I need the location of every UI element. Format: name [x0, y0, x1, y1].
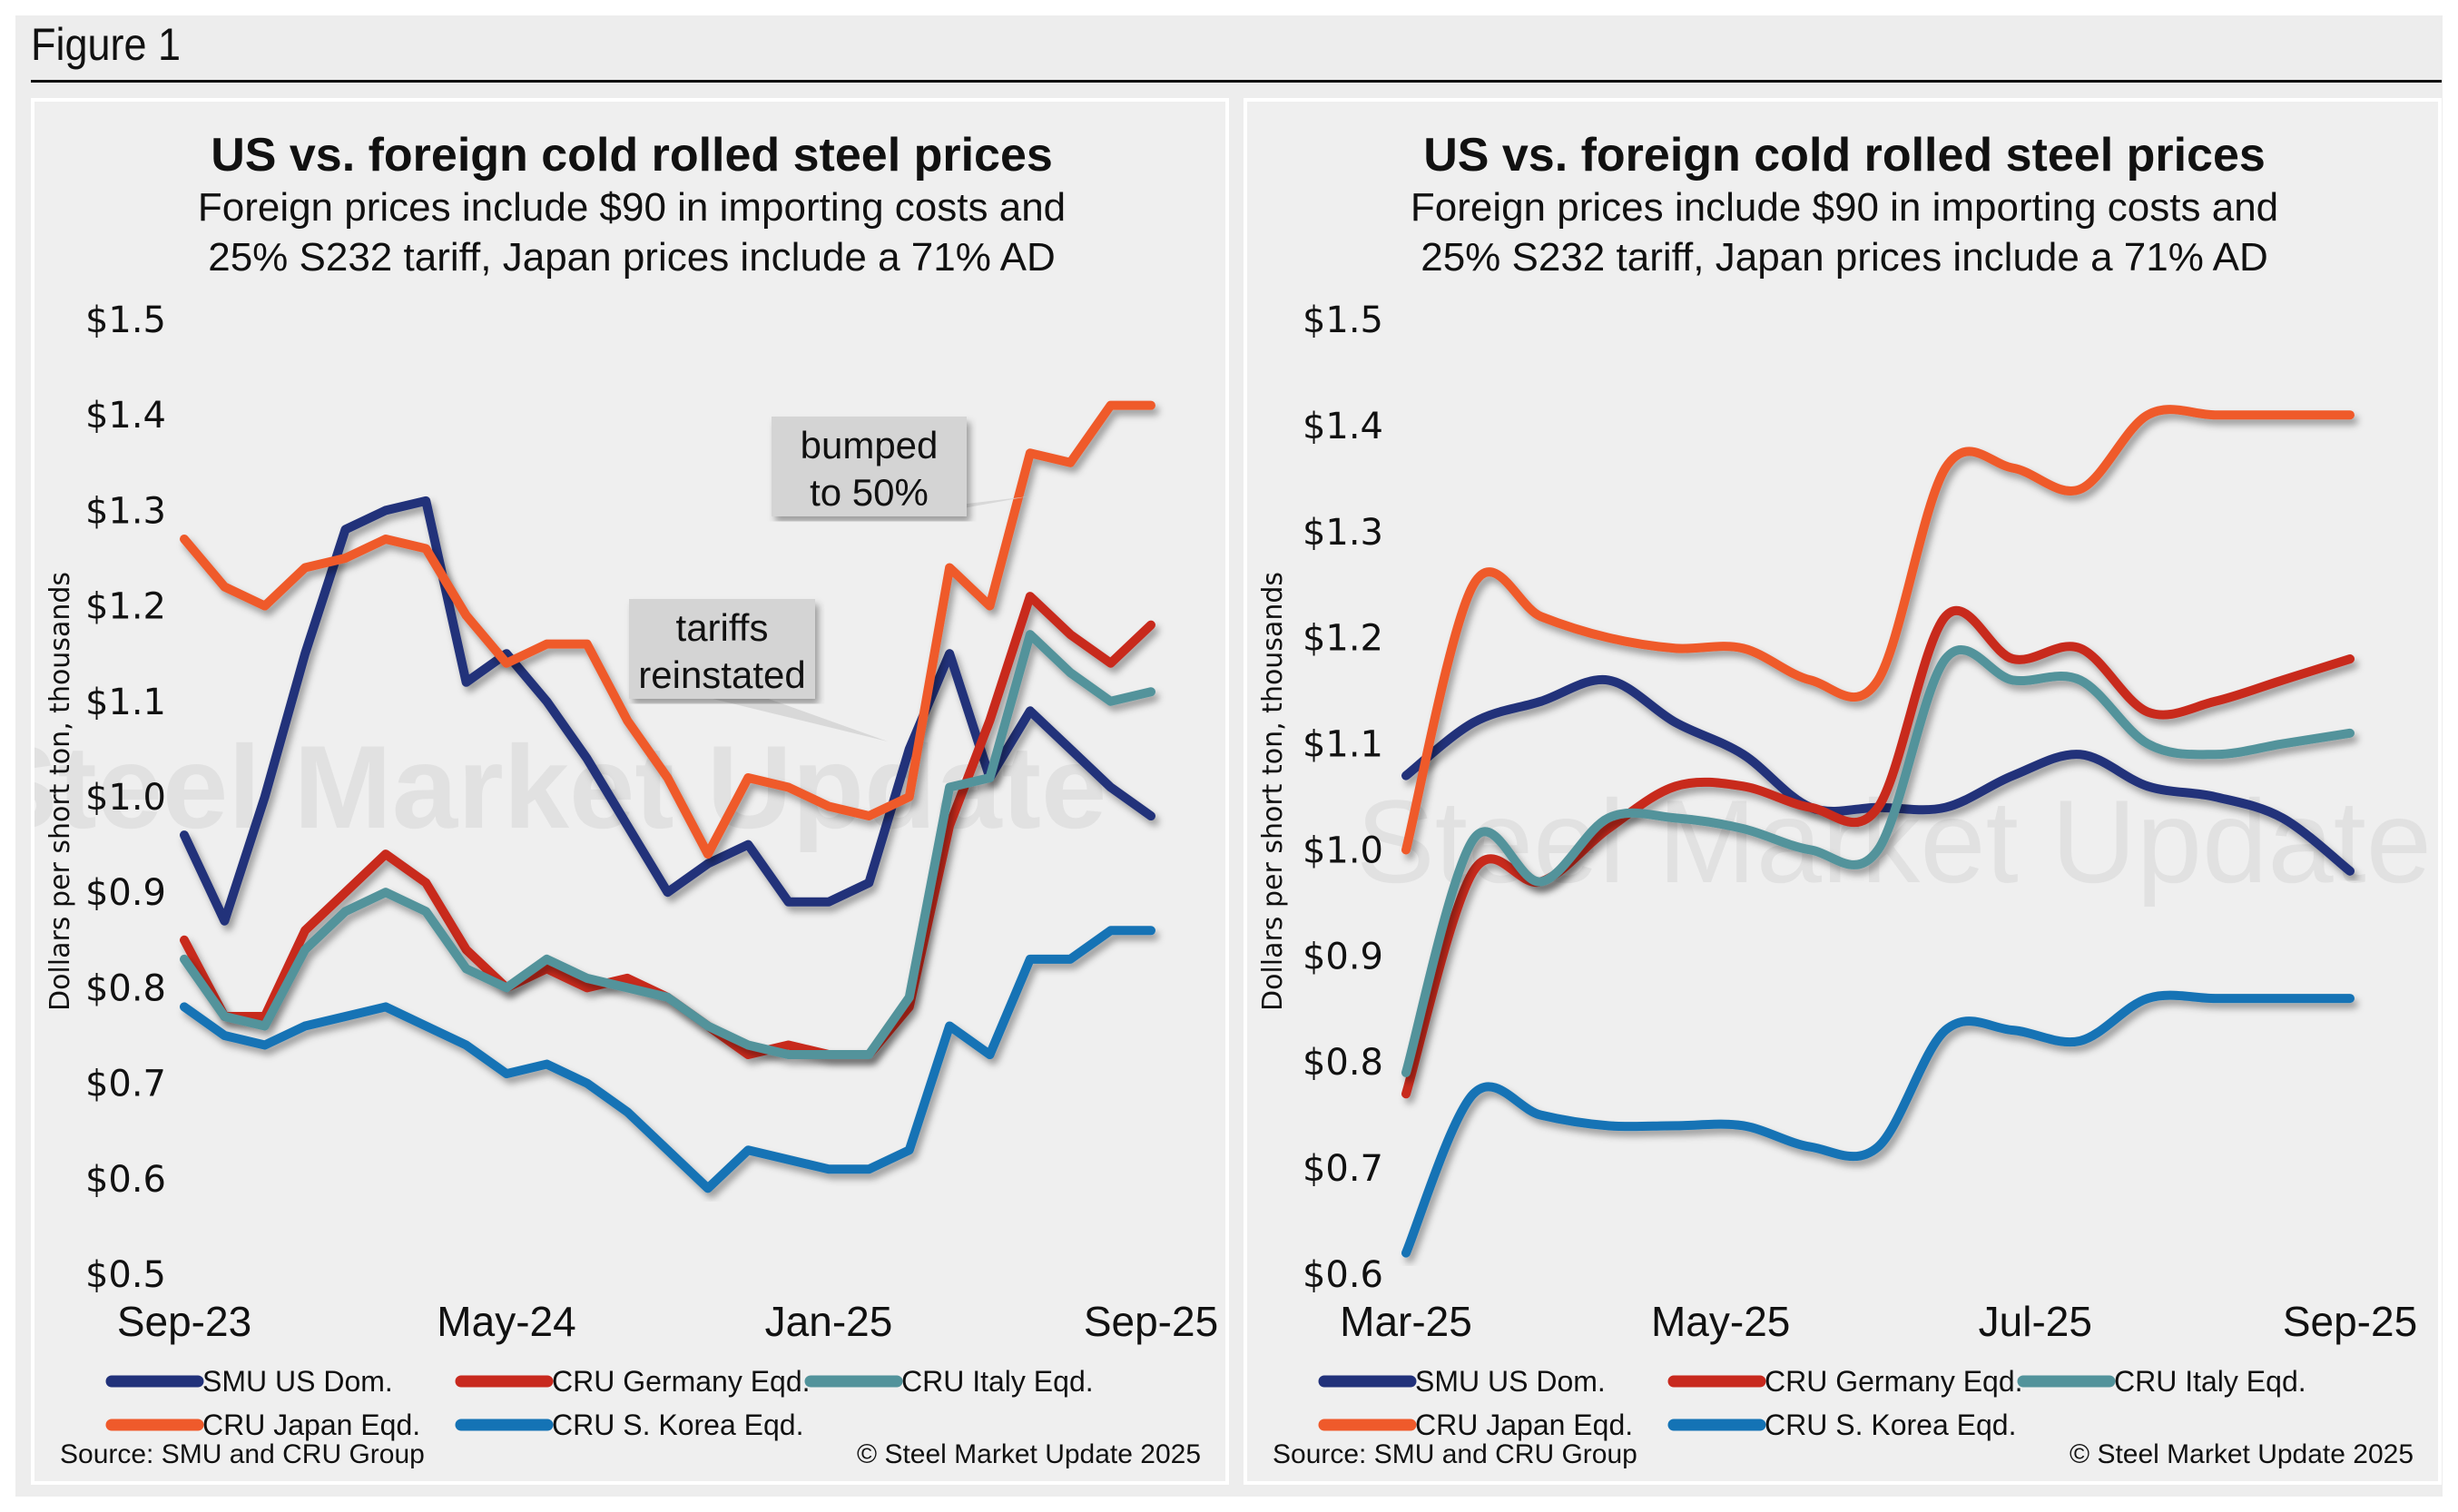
- y-tick-label: $1.5: [1303, 299, 1383, 341]
- callout-text: reinstated: [638, 653, 805, 696]
- chart-subtitle-line-2: 25% S232 tariff, Japan prices include a …: [1421, 235, 2268, 280]
- y-tick-label: $1.5: [85, 299, 166, 341]
- y-tick-label: $1.3: [85, 490, 166, 532]
- y-tick-label: $0.6: [1303, 1254, 1383, 1296]
- y-ticks: $1.5 $1.4 $1.3 $1.2 $1.1 $1.0 $0.9 $0.8 $0.7 $0.6: [1303, 299, 1383, 1296]
- legend-label: CRU S. Korea Eqd.: [1765, 1409, 2016, 1441]
- legend-label: CRU Japan Eqd.: [1415, 1409, 1633, 1441]
- chart-subtitle-line-1: Foreign prices include $90 in importing …: [1411, 185, 2278, 230]
- series-line-cru-s-korea-eqd: [1401, 990, 2355, 1258]
- chart-subtitle-line-2: 25% S232 tariff, Japan prices include a …: [208, 235, 1056, 280]
- watermark: Steel Market Update: [1356, 775, 2432, 908]
- copyright-note: © Steel Market Update 2025: [2070, 1439, 2414, 1469]
- y-tick-label: $0.6: [85, 1159, 166, 1201]
- x-tick-label: Jul-25: [1979, 1298, 2092, 1345]
- chart-subtitle-line-1: Foreign prices include $90 in importing …: [198, 185, 1066, 230]
- x-tick-label: May-25: [1651, 1298, 1790, 1345]
- x-tick-label: Sep-23: [117, 1298, 251, 1345]
- x-tick-label: Mar-25: [1340, 1298, 1472, 1345]
- y-ticks: $1.5 $1.4 $1.3 $1.2 $1.1 $1.0 $0.9 $0.8 $0.7 $0.6…: [85, 299, 166, 1296]
- chart-panel-recent: Steel Market Update US vs. foreign cold …: [1244, 98, 2442, 1485]
- legend-label: SMU US Dom.: [202, 1365, 393, 1398]
- figure-title: Figure 1: [31, 19, 182, 70]
- y-tick-label: $0.8: [1303, 1042, 1383, 1084]
- y-tick-label: $0.7: [85, 1064, 166, 1105]
- series-lines: [1401, 405, 2355, 1258]
- callout-box: [772, 417, 967, 516]
- legend-item-cru-italy-eqd: CRU Italy Eqd.: [804, 1365, 1094, 1398]
- y-tick-label: $1.0: [1303, 830, 1383, 871]
- legend-label: CRU Germany Eqd.: [1765, 1365, 2023, 1398]
- series-line-cru-japan-eqd: [1401, 405, 2355, 855]
- y-tick-label: $1.1: [85, 682, 166, 723]
- legend-item-cru-germany-eqd: CRU Germany Eqd.: [455, 1365, 811, 1398]
- y-tick-label: $1.1: [1303, 724, 1383, 766]
- legend: SMU US Dom. CRU Germany Eqd. CRU Italy Eqd…: [1318, 1365, 2306, 1441]
- y-tick-label: $1.3: [1303, 512, 1383, 554]
- y-axis-label: Dollars per short ton, thousands: [44, 572, 76, 1011]
- y-tick-label: $0.5: [85, 1254, 166, 1296]
- copyright-note: © Steel Market Update 2025: [857, 1439, 1201, 1469]
- x-ticks: Sep-23 May-24 Jan-25 Sep-25: [117, 1298, 1218, 1345]
- annotation-callout: bumped to 50%: [772, 417, 1028, 516]
- y-tick-label: $1.4: [85, 395, 166, 437]
- legend-label: CRU S. Korea Eqd.: [552, 1409, 803, 1441]
- legend-item-cru-s-korea-eqd: CRU S. Korea Eqd.: [1667, 1409, 2016, 1441]
- legend-label: CRU Italy Eqd.: [901, 1365, 1094, 1398]
- y-tick-label: $0.9: [1303, 936, 1383, 977]
- y-tick-label: $1.0: [85, 777, 166, 819]
- callout-pointer: [713, 699, 888, 741]
- legend-item-smu-us-dom: SMU US Dom.: [105, 1365, 393, 1398]
- legend-item-smu-us-dom: SMU US Dom.: [1318, 1365, 1606, 1398]
- legend-item-cru-japan-eqd: CRU Japan Eqd.: [105, 1409, 420, 1441]
- callout-text: bumped: [801, 424, 939, 466]
- callout-text: tariffs: [676, 606, 769, 649]
- series-line-cru-japan-eqd: [180, 400, 1155, 859]
- y-axis-label: Dollars per short ton, thousands: [1257, 572, 1289, 1011]
- legend-item-cru-s-korea-eqd: CRU S. Korea Eqd.: [455, 1409, 803, 1441]
- series-line-cru-italy-eqd: [180, 630, 1155, 1060]
- x-tick-label: Sep-25: [1084, 1298, 1218, 1345]
- y-tick-label: $1.4: [1303, 406, 1383, 447]
- legend-item-cru-japan-eqd: CRU Japan Eqd.: [1318, 1409, 1633, 1441]
- y-tick-label: $1.2: [1303, 618, 1383, 660]
- x-tick-label: May-24: [437, 1298, 575, 1345]
- callout-text: to 50%: [810, 471, 929, 514]
- chart-panel-full-period: Steel Market Update US vs. foreign cold …: [31, 98, 1229, 1485]
- legend: SMU US Dom. CRU Germany Eqd. CRU Italy Eqd…: [105, 1365, 1094, 1441]
- legend-item-cru-italy-eqd: CRU Italy Eqd.: [2017, 1365, 2306, 1398]
- chart-svg-full-period: Steel Market Update US vs. foreign cold …: [34, 129, 1218, 1469]
- y-tick-label: $1.2: [85, 586, 166, 628]
- y-tick-label: $0.9: [85, 872, 166, 914]
- chart-title: US vs. foreign cold rolled steel prices: [211, 129, 1053, 182]
- x-ticks: Mar-25 May-25 Jul-25 Sep-25: [1340, 1298, 2417, 1345]
- legend-label: CRU Germany Eqd.: [552, 1365, 811, 1398]
- series-lines: [180, 400, 1155, 1193]
- legend-label: CRU Japan Eqd.: [202, 1409, 420, 1441]
- callout-box: [629, 599, 815, 699]
- legend-label: SMU US Dom.: [1415, 1365, 1606, 1398]
- legend-label: CRU Italy Eqd.: [2114, 1365, 2306, 1398]
- chart-svg-recent: Steel Market Update US vs. foreign cold …: [1257, 129, 2432, 1469]
- x-tick-label: Sep-25: [2283, 1298, 2417, 1345]
- source-note: Source: SMU and CRU Group: [60, 1439, 425, 1469]
- source-note: Source: SMU and CRU Group: [1273, 1439, 1637, 1469]
- y-tick-label: $0.7: [1303, 1148, 1383, 1190]
- y-tick-label: $0.8: [85, 967, 166, 1009]
- chart-title: US vs. foreign cold rolled steel prices: [1423, 129, 2266, 182]
- series-line-cru-s-korea-eqd: [180, 926, 1155, 1193]
- figure-title-rule: [31, 80, 2442, 83]
- series-line-cru-italy-eqd: [1401, 645, 2355, 1077]
- legend-item-cru-germany-eqd: CRU Germany Eqd.: [1667, 1365, 2023, 1398]
- x-tick-label: Jan-25: [765, 1298, 893, 1345]
